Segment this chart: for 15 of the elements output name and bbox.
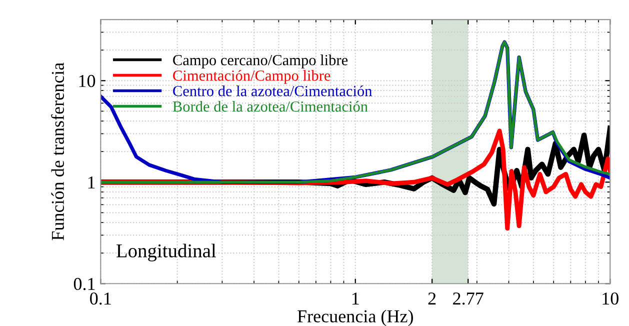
legend-label: Campo cercano/Campo libre xyxy=(173,54,348,68)
x-tick-label: 2 xyxy=(428,292,436,304)
legend-label: Borde de la azotea/Cimentación xyxy=(172,100,368,112)
y-tick-label: 10 xyxy=(79,74,96,88)
x-tick-label: 10 xyxy=(602,292,618,305)
legend-label: Cimentación/Campo libre xyxy=(173,70,330,84)
annotation: Longitudinal xyxy=(116,244,216,262)
y-tick-label: 1 xyxy=(88,176,95,188)
y-axis-title: Función de transferencia xyxy=(51,62,64,240)
x-tick-label: 0.1 xyxy=(90,292,111,305)
y-tick-label: 0.1 xyxy=(74,278,95,290)
x-tick-label: 1 xyxy=(352,292,359,304)
x-tick-label: 2.77 xyxy=(453,292,484,305)
legend-label: Centro de la azotea/Cimentación xyxy=(173,85,372,96)
x-axis-title: Frecuencia (Hz) xyxy=(298,310,413,326)
